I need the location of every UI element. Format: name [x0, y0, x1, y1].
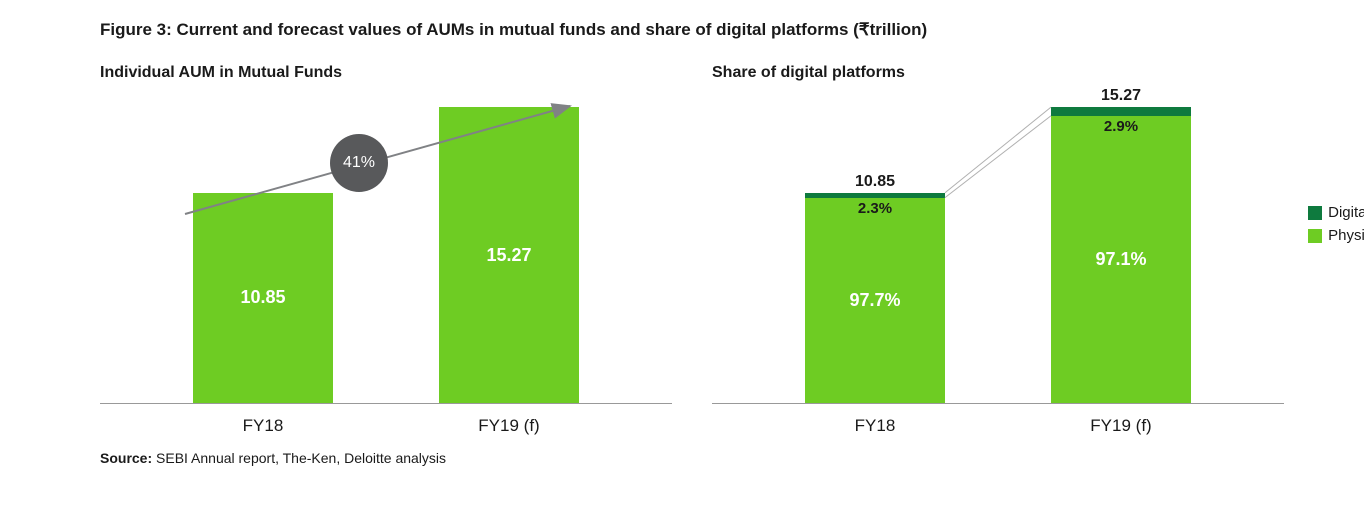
- legend: Digital Physical: [1308, 204, 1364, 244]
- left-x-axis: FY18 FY19 (f): [100, 404, 672, 436]
- segment-label-digital: 2.9%: [1051, 118, 1191, 135]
- bar-segment-digital: [1051, 107, 1191, 116]
- bar-total-label: 10.85: [855, 173, 895, 191]
- source-text: SEBI Annual report, The-Ken, Deloitte an…: [152, 450, 446, 466]
- bar-group: 10.85 2.3%97.7%: [805, 173, 945, 403]
- stacked-bar: 2.9%97.1%: [1051, 107, 1191, 403]
- bar-group: 10.85: [193, 193, 333, 403]
- right-chart-subtitle: Share of digital platforms: [712, 64, 1284, 82]
- stacked-bar: 2.3%97.7%: [805, 193, 945, 403]
- source-line: Source: SEBI Annual report, The-Ken, Del…: [100, 450, 1284, 466]
- x-axis-label: FY18: [805, 416, 945, 436]
- bar-group: 15.27 2.9%97.1%: [1051, 87, 1191, 403]
- legend-item: Digital: [1308, 204, 1364, 221]
- right-chart-area: 10.852.3%97.7%15.272.9%97.1%: [712, 94, 1284, 404]
- bar-group: 15.27: [439, 107, 579, 403]
- left-chart-panel: Individual AUM in Mutual Funds 41% 10.85…: [100, 64, 672, 436]
- right-x-axis: FY18 FY19 (f): [712, 404, 1284, 436]
- right-bars-container: 10.852.3%97.7%15.272.9%97.1%: [712, 94, 1284, 403]
- left-bars-container: 10.85 15.27: [100, 94, 672, 403]
- legend-item: Physical: [1308, 227, 1364, 244]
- legend-swatch: [1308, 229, 1322, 243]
- x-axis-label: FY19 (f): [439, 416, 579, 436]
- growth-label: 41%: [343, 154, 375, 172]
- bar: 10.85: [193, 193, 333, 403]
- bar-segment: 15.27: [439, 107, 579, 403]
- left-chart-subtitle: Individual AUM in Mutual Funds: [100, 64, 672, 82]
- legend-label: Digital: [1328, 204, 1364, 221]
- left-chart-area: 41% 10.85 15.27: [100, 94, 672, 404]
- legend-swatch: [1308, 206, 1322, 220]
- charts-row: Individual AUM in Mutual Funds 41% 10.85…: [100, 64, 1284, 436]
- right-chart-panel: Share of digital platforms 10.85 2.3%97.7…: [712, 64, 1284, 436]
- x-axis-label: FY18: [193, 416, 333, 436]
- bar-total-label: 15.27: [1101, 87, 1141, 105]
- bar-segment-physical: 97.7%: [805, 198, 945, 403]
- bar-segment: 10.85: [193, 193, 333, 403]
- figure-title: Figure 3: Current and forecast values of…: [100, 20, 1284, 40]
- source-label: Source:: [100, 450, 152, 466]
- legend-label: Physical: [1328, 227, 1364, 244]
- x-axis-label: FY19 (f): [1051, 416, 1191, 436]
- bar-segment-physical: 97.1%: [1051, 116, 1191, 403]
- segment-label-digital: 2.3%: [805, 200, 945, 217]
- growth-badge: 41%: [330, 134, 388, 192]
- bar: 15.27: [439, 107, 579, 403]
